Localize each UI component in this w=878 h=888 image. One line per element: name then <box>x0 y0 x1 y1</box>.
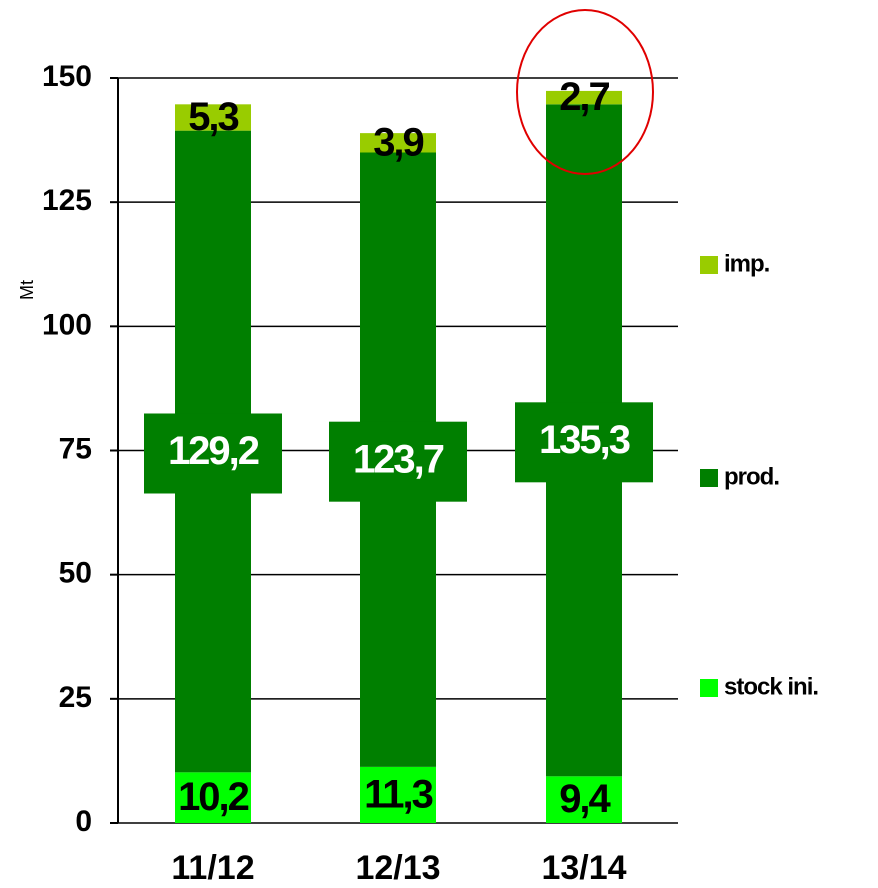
data-label: 123,7 <box>353 437 444 481</box>
legend-label: prod. <box>724 463 779 490</box>
bar-segment <box>360 133 436 153</box>
x-tick-label: 12/13 <box>355 849 440 887</box>
x-tick-label: 13/14 <box>541 849 626 887</box>
y-tick-label: 125 <box>42 184 92 217</box>
y-tick-label: 25 <box>59 681 92 714</box>
data-label: 9,4 <box>559 777 611 821</box>
y-tick-label: 75 <box>59 432 92 465</box>
data-label: 3,9 <box>373 120 423 164</box>
data-label: 5,3 <box>188 95 238 139</box>
bar-segment <box>360 766 436 823</box>
legend-label: imp. <box>724 250 770 277</box>
label-box <box>144 413 282 494</box>
bar-segment <box>546 776 622 823</box>
y-tick-label: 50 <box>59 557 92 590</box>
y-tick-label: 100 <box>42 308 92 341</box>
bar-segment <box>175 772 251 823</box>
data-label: 11,3 <box>364 773 432 817</box>
data-label: 2,7 <box>559 75 609 119</box>
y-tick-label: 150 <box>42 60 92 93</box>
plot: 0 25 50 75 100 125 150 11/12 12/13 13/14 10,2 129,2… <box>42 60 819 887</box>
label-box <box>515 402 653 483</box>
data-label: 135,3 <box>539 418 630 462</box>
y-tick-label: 0 <box>75 805 92 838</box>
bar-segment <box>546 90 622 105</box>
y-axis-label: Mt <box>17 280 37 300</box>
data-label: 129,2 <box>168 429 259 473</box>
legend-swatch <box>700 679 718 697</box>
legend-swatch <box>700 256 718 274</box>
legend-swatch <box>700 469 718 487</box>
x-tick-label: 11/12 <box>171 849 254 887</box>
legend-label: stock ini. <box>724 673 818 700</box>
label-box <box>329 421 467 502</box>
highlight-circle <box>516 9 654 175</box>
bar-segment <box>175 104 251 131</box>
data-label: 10,2 <box>178 775 249 819</box>
